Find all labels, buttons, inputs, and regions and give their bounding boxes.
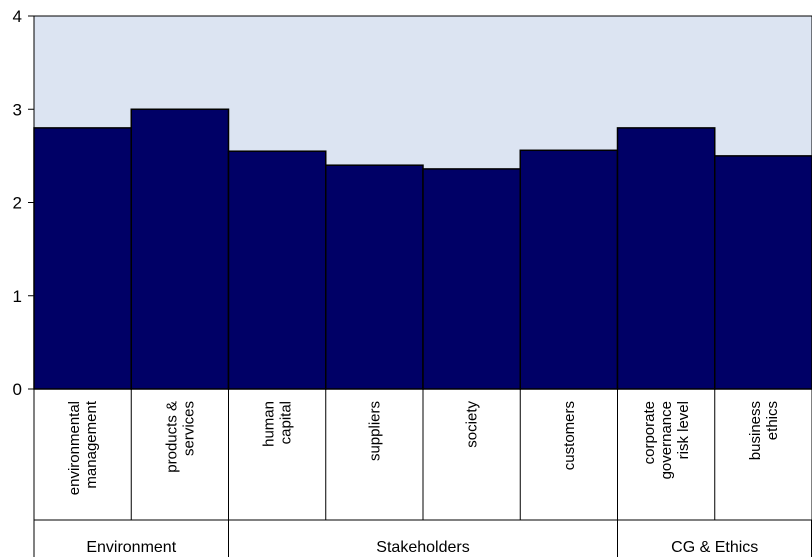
bar (422, 168, 521, 390)
group-label: CG & Ethics (671, 539, 758, 556)
category-label: products &services (163, 401, 197, 473)
y-tick-label: 3 (13, 100, 22, 119)
bars (33, 108, 812, 390)
category-label: humancapital (261, 401, 295, 447)
group-label: Stakeholders (376, 539, 469, 556)
x-axis: environmentalmanagement products &service… (33, 388, 812, 557)
category-label: suppliers (366, 401, 383, 461)
category-label: customers (561, 401, 578, 470)
bar (130, 108, 230, 390)
bar (616, 127, 716, 390)
bar (714, 155, 812, 390)
y-axis: 0 1 2 3 4 (13, 7, 35, 399)
bar (33, 127, 132, 390)
bar (519, 149, 619, 390)
bar (325, 164, 424, 390)
y-tick-label: 1 (13, 287, 22, 306)
category-label: environmentalmanagement (66, 400, 100, 495)
category-label: businessethics (747, 401, 781, 460)
category-label: society (464, 401, 481, 448)
bar (227, 150, 327, 390)
y-tick-label: 0 (13, 380, 22, 399)
y-tick-label: 2 (13, 194, 22, 213)
category-label: corporategovernancerisk level (641, 401, 692, 479)
y-tick-label: 4 (13, 7, 22, 26)
group-label: Environment (86, 539, 176, 556)
